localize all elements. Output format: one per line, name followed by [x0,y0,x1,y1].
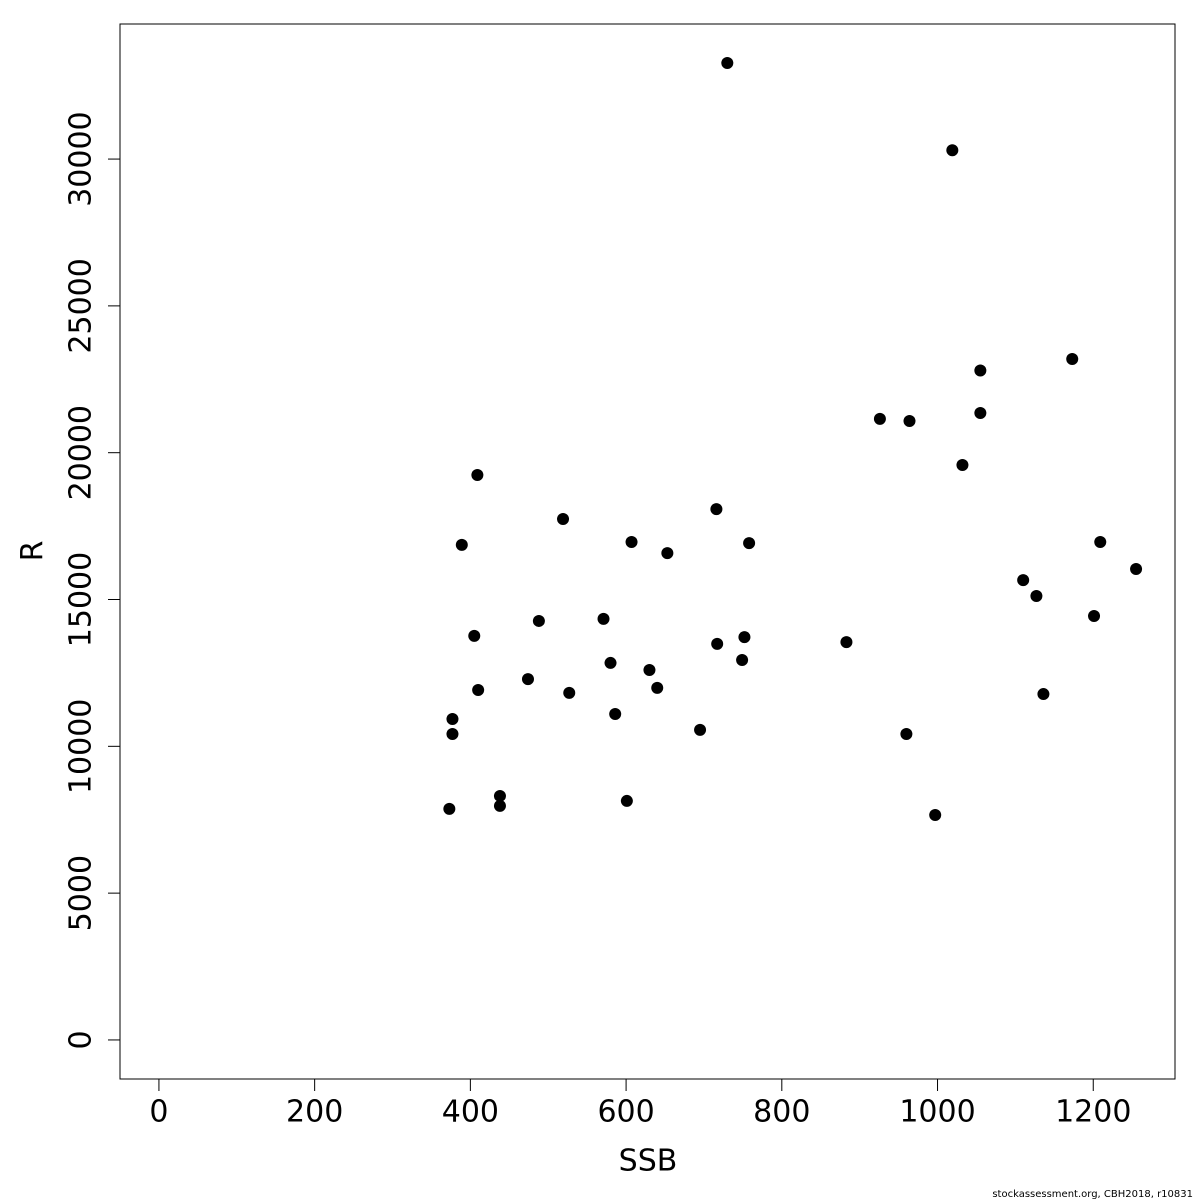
x-axis-title: SSB [619,1144,678,1179]
y-tick-label: 10000 [64,699,99,794]
x-tick-label: 1000 [899,1095,975,1130]
point [738,631,751,644]
footer: stockassessment.org, CBH2018, r10831 [992,1189,1193,1200]
point [721,57,734,70]
point [694,723,707,736]
point [974,407,987,420]
x-tick-label: 400 [442,1095,499,1130]
point [840,636,853,649]
x-tick-label: 0 [149,1095,168,1130]
point [711,637,724,650]
point [643,663,656,676]
point [900,727,913,740]
point [929,809,942,822]
x-tick-label: 800 [753,1095,810,1130]
point [743,537,756,550]
point [532,614,545,627]
point [471,469,484,482]
point [521,673,534,686]
point [1037,688,1050,701]
x-tick-label: 600 [597,1095,654,1130]
point [493,789,506,802]
point [1088,609,1101,622]
point [1094,535,1107,548]
y-tick-label: 30000 [64,111,99,206]
point [455,538,468,551]
y-tick-label: 5000 [64,855,99,931]
point [604,656,617,669]
point [974,364,987,377]
point [446,727,459,740]
point [597,612,610,625]
point [620,794,633,807]
y-tick-label: 15000 [64,552,99,647]
y-axis-title: R [16,541,51,562]
y-tick-label: 20000 [64,405,99,500]
point [443,802,456,815]
point [563,686,576,699]
point [946,144,959,157]
point [710,503,723,516]
point [873,412,886,425]
point [557,513,570,526]
x-tick-label: 1200 [1055,1095,1131,1130]
y-tick-label: 25000 [64,258,99,353]
point [661,547,674,560]
point [1017,574,1030,587]
point [625,535,638,548]
plot-box [119,23,1176,1080]
point [472,683,485,696]
y-tick-label: 0 [64,1030,99,1049]
point [609,708,622,721]
point [903,414,916,427]
point [736,653,749,666]
x-tick-label: 200 [286,1095,343,1130]
point [651,681,664,694]
point [956,459,969,472]
point [468,629,481,642]
point [1130,562,1143,575]
point [1066,353,1079,366]
point [493,799,506,812]
point [446,713,459,726]
point [1030,589,1043,602]
